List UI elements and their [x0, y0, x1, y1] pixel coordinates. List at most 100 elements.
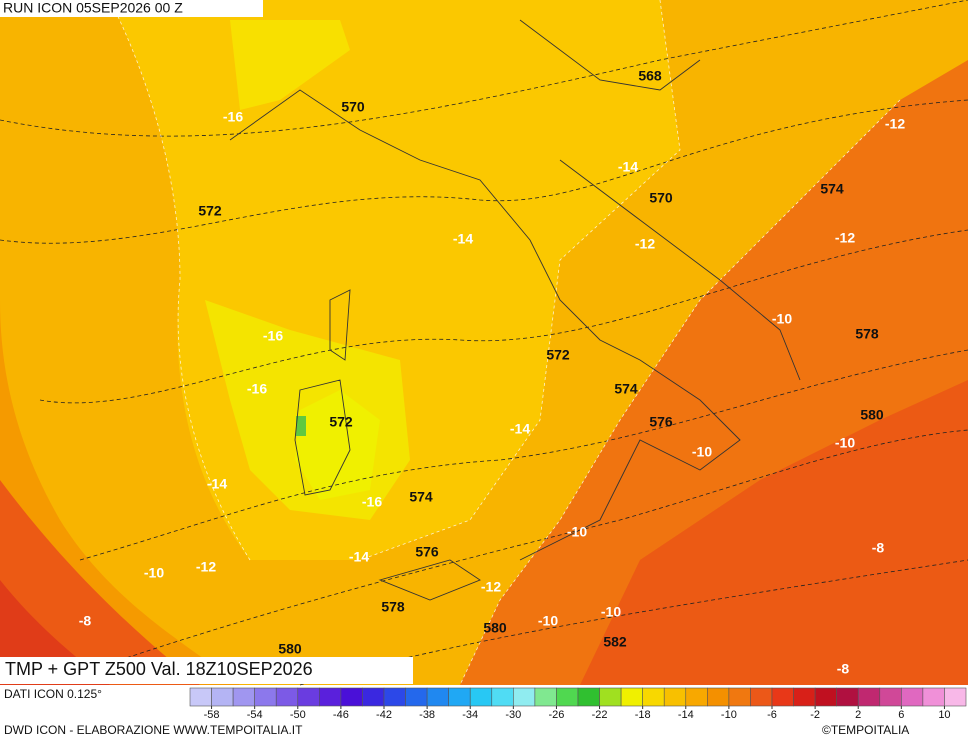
- contour-label: 576: [415, 544, 439, 560]
- credit: DWD ICON - ELABORAZIONE WWW.TEMPOITALIA.…: [4, 723, 303, 737]
- colorbar-swatch: [771, 687, 794, 707]
- temp-area: [0, 480, 200, 685]
- colorbar-label: -42: [376, 709, 392, 721]
- colorbar-swatch: [211, 687, 234, 707]
- colorbar-label: 6: [898, 709, 904, 721]
- contour-label: -8: [79, 613, 92, 629]
- contour-label: -16: [247, 381, 267, 397]
- colorbar-swatch: [620, 687, 643, 707]
- colorbar-swatch: [577, 687, 600, 707]
- colorbar-swatch: [319, 687, 342, 707]
- contour-label: -10: [567, 524, 587, 540]
- colorbar: -58 -54 -50 -46 -42 -38 -34 -30 -26 -22 -18 -14 -10-…: [189, 687, 967, 721]
- colorbar-swatch: [491, 687, 514, 707]
- colorbar-label: -22: [592, 709, 608, 721]
- colorbar-swatch: [534, 687, 557, 707]
- contour-label: -10: [835, 435, 855, 451]
- colorbar-swatch: [232, 687, 255, 707]
- temp-area: [295, 390, 380, 500]
- colorbar-swatch: [469, 687, 493, 707]
- contour-label: -10: [601, 604, 621, 620]
- contour-label: 580: [278, 641, 302, 657]
- contour-label: 580: [860, 407, 884, 423]
- map: -16 570 568 -12 -14 570 574 572 -14 -12 -12 -10 578 -…: [0, 0, 968, 686]
- contour-label: -10: [144, 565, 164, 581]
- colorbar-swatch: [728, 687, 751, 707]
- colorbar-swatch: [340, 687, 363, 707]
- colorbar-swatch: [814, 687, 837, 707]
- contour-label: 570: [341, 99, 365, 115]
- colorbar-swatch: [663, 687, 687, 707]
- contour-label: 572: [198, 203, 222, 219]
- contour-label: -10: [538, 613, 558, 629]
- contour-label: -12: [635, 236, 655, 252]
- colorbar-swatch: [448, 687, 471, 707]
- contour-label: 580: [483, 620, 507, 636]
- colorbar-swatch: [362, 687, 385, 707]
- temp-area: [230, 20, 350, 110]
- contour-label: -14: [453, 231, 473, 247]
- contour-label: -12: [196, 559, 216, 575]
- contour-label: -14: [510, 421, 530, 437]
- colorbar-swatch: [189, 687, 212, 707]
- colorbar-swatch: [426, 687, 449, 707]
- colorbar-label: -26: [548, 709, 564, 721]
- colorbar-swatch: [556, 687, 579, 707]
- contour-label: 572: [546, 347, 570, 363]
- contour-label: -10: [692, 444, 712, 460]
- colorbar-swatch: [297, 687, 320, 707]
- colorbar-label: 2: [855, 709, 861, 721]
- contour-label: -14: [618, 159, 638, 175]
- colorbar-label: -30: [505, 709, 521, 721]
- isotherm-lines: [109, 0, 901, 686]
- contour-label: -12: [835, 230, 855, 246]
- colorbar-swatch: [901, 687, 924, 707]
- colorbar-label: 10: [938, 709, 950, 721]
- contour-label: 574: [820, 181, 844, 197]
- contour-label: -16: [263, 328, 283, 344]
- colorbar-swatch: [642, 687, 665, 707]
- temp-area: [580, 380, 968, 685]
- colorbar-label: -2: [810, 709, 820, 721]
- contour-label: 574: [409, 489, 433, 505]
- colorbar-swatch: [405, 687, 428, 707]
- contour-label: -14: [349, 549, 369, 565]
- contour-label: -14: [207, 476, 227, 492]
- contour-label: 574: [614, 381, 638, 397]
- colorbar-swatch: [383, 687, 406, 707]
- colorbar-swatch: [254, 687, 277, 707]
- colorbar-swatch: [857, 687, 881, 707]
- colorbar-label: -18: [635, 709, 651, 721]
- colorbar-swatch: [922, 687, 945, 707]
- colorbar-label: -6: [767, 709, 777, 721]
- colorbar-label: -38: [419, 709, 435, 721]
- contour-label: 582: [603, 634, 627, 650]
- colorbar-swatch: [836, 687, 859, 707]
- contour-label: -12: [885, 116, 905, 132]
- colorbar-label: -10: [721, 709, 737, 721]
- contour-label: -16: [223, 109, 243, 125]
- colorbar-label: -54: [247, 709, 263, 721]
- colorbar-label: -34: [462, 709, 478, 721]
- colorbar-swatch: [793, 687, 816, 707]
- contour-label: 578: [381, 599, 405, 615]
- contour-label: 578: [855, 326, 879, 342]
- contour-label: 572: [329, 414, 353, 430]
- contour-label: -8: [837, 661, 850, 677]
- colorbar-swatch: [944, 687, 967, 707]
- contour-label: 576: [649, 414, 673, 430]
- colorbar-label: -50: [290, 709, 306, 721]
- colorbar-label: -46: [333, 709, 349, 721]
- colorbar-label: -58: [204, 709, 220, 721]
- colorbar-swatch: [879, 687, 902, 707]
- run-label: RUN ICON 05SEP2026 00 Z: [3, 0, 183, 16]
- colorbar-swatch: [685, 687, 708, 707]
- colorbar-swatch: [275, 687, 299, 707]
- contour-label: 570: [649, 190, 673, 206]
- run-box: [0, 0, 263, 17]
- colorbar-label: -14: [678, 709, 694, 721]
- contour-label: 568: [638, 68, 662, 84]
- contour-label: -12: [481, 579, 501, 595]
- data-source: DATI ICON 0.125°: [4, 687, 102, 701]
